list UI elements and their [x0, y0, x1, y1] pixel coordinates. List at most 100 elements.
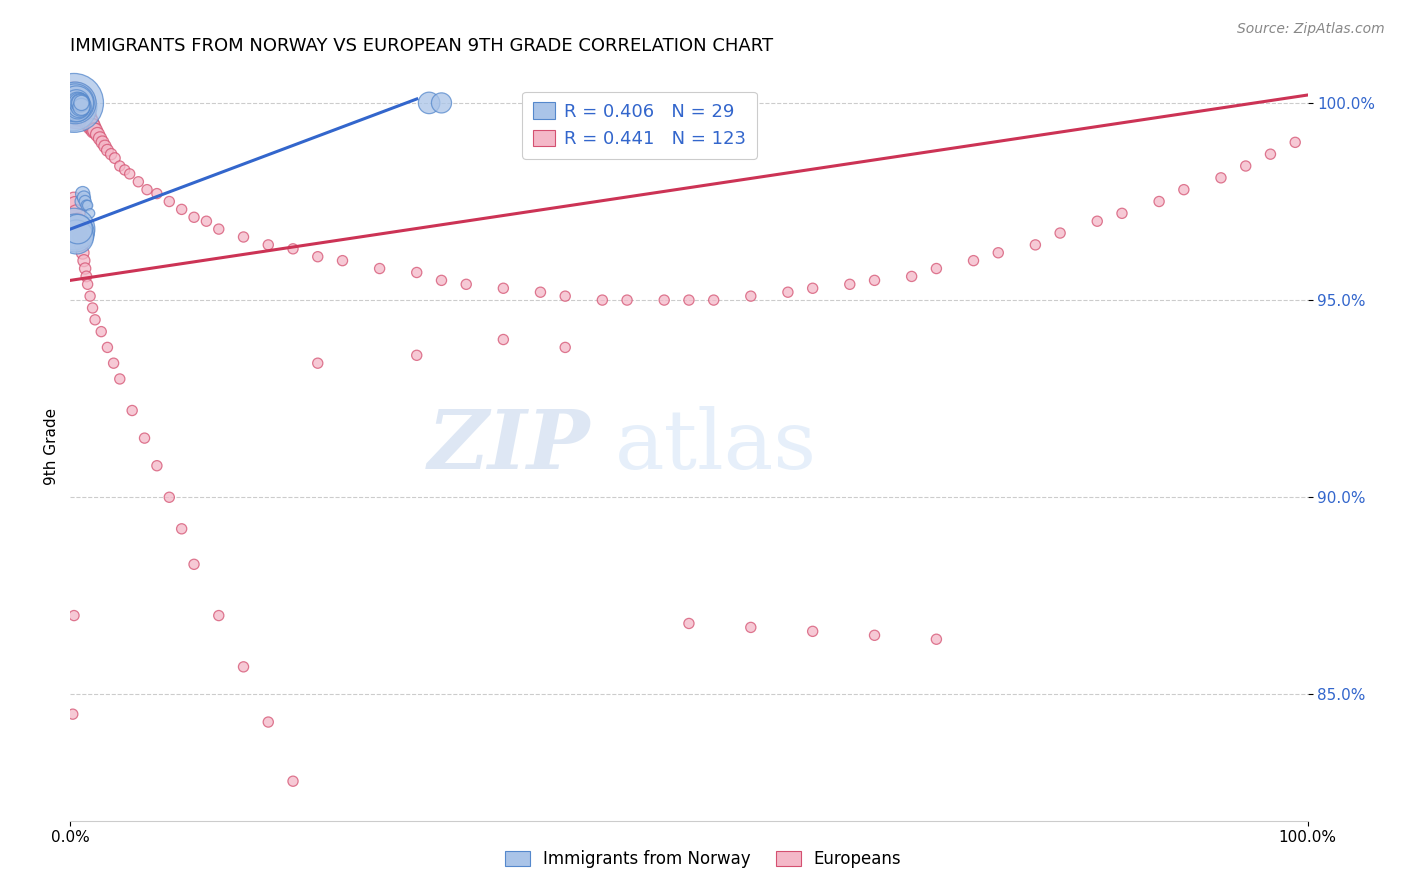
Point — [430, 95, 453, 110]
Point — [62, 100, 84, 114]
Point — [69, 95, 91, 110]
Point — [80, 120, 103, 134]
Point — [776, 285, 799, 300]
Text: IMMIGRANTS FROM NORWAY VS EUROPEAN 9TH GRADE CORRELATION CHART: IMMIGRANTS FROM NORWAY VS EUROPEAN 9TH G… — [70, 37, 773, 54]
Point — [86, 128, 108, 142]
Point — [72, 186, 94, 201]
Point — [900, 269, 922, 284]
Point — [405, 265, 427, 279]
Point — [170, 522, 193, 536]
Point — [281, 242, 304, 256]
Point — [103, 356, 125, 370]
Point — [70, 100, 93, 114]
Point — [75, 261, 97, 276]
Point — [863, 273, 886, 287]
Point — [69, 230, 91, 244]
Point — [67, 103, 90, 118]
Point — [554, 289, 576, 303]
Point — [703, 293, 725, 307]
Legend: Immigrants from Norway, Europeans: Immigrants from Norway, Europeans — [498, 844, 908, 875]
Point — [652, 293, 675, 307]
Point — [134, 431, 156, 445]
Point — [232, 230, 254, 244]
Text: ZIP: ZIP — [427, 406, 591, 486]
Point — [65, 226, 87, 240]
Point — [307, 250, 329, 264]
Point — [121, 403, 143, 417]
Point — [84, 123, 107, 137]
Point — [63, 608, 86, 623]
Point — [89, 131, 111, 145]
Y-axis label: 9th Grade: 9th Grade — [44, 408, 59, 484]
Point — [60, 100, 83, 114]
Point — [65, 198, 87, 212]
Point — [405, 348, 427, 362]
Point — [66, 100, 89, 114]
Point — [70, 238, 93, 252]
Point — [94, 139, 117, 153]
Point — [332, 845, 354, 859]
Point — [616, 293, 638, 307]
Point — [67, 222, 90, 236]
Point — [418, 95, 440, 110]
Point — [63, 222, 86, 236]
Point — [100, 147, 122, 161]
Point — [90, 325, 112, 339]
Point — [104, 151, 127, 165]
Point — [91, 136, 114, 150]
Point — [127, 175, 149, 189]
Point — [307, 356, 329, 370]
Point — [75, 108, 97, 122]
Point — [73, 108, 96, 122]
Point — [65, 230, 87, 244]
Point — [1284, 136, 1306, 150]
Point — [63, 194, 86, 209]
Point — [108, 372, 131, 386]
Point — [67, 100, 90, 114]
Point — [1234, 159, 1257, 173]
Point — [82, 301, 104, 315]
Point — [801, 624, 824, 639]
Point — [678, 293, 700, 307]
Point — [76, 198, 98, 212]
Point — [1085, 214, 1108, 228]
Point — [72, 103, 94, 118]
Point — [591, 293, 613, 307]
Point — [65, 103, 87, 118]
Point — [65, 206, 87, 220]
Point — [987, 245, 1010, 260]
Point — [65, 95, 87, 110]
Point — [65, 95, 87, 110]
Point — [195, 214, 218, 228]
Point — [75, 269, 97, 284]
Point — [70, 100, 93, 114]
Text: atlas: atlas — [614, 406, 817, 486]
Point — [183, 558, 205, 572]
Point — [69, 95, 91, 110]
Point — [62, 707, 84, 722]
Point — [65, 95, 87, 110]
Point — [332, 253, 354, 268]
Point — [96, 143, 118, 157]
Point — [208, 608, 231, 623]
Point — [66, 100, 89, 114]
Point — [75, 194, 97, 209]
Point — [1024, 238, 1046, 252]
Point — [430, 273, 453, 287]
Point — [492, 281, 515, 295]
Point — [72, 245, 94, 260]
Point — [82, 120, 104, 134]
Point — [863, 628, 886, 642]
Point — [157, 490, 180, 504]
Point — [67, 100, 90, 114]
Point — [73, 253, 96, 268]
Point — [257, 238, 280, 252]
Point — [368, 261, 391, 276]
Point — [1173, 183, 1195, 197]
Point — [65, 95, 87, 110]
Point — [79, 289, 101, 303]
Point — [96, 340, 118, 354]
Point — [1147, 194, 1170, 209]
Text: Source: ZipAtlas.com: Source: ZipAtlas.com — [1237, 22, 1385, 37]
Point — [69, 103, 91, 118]
